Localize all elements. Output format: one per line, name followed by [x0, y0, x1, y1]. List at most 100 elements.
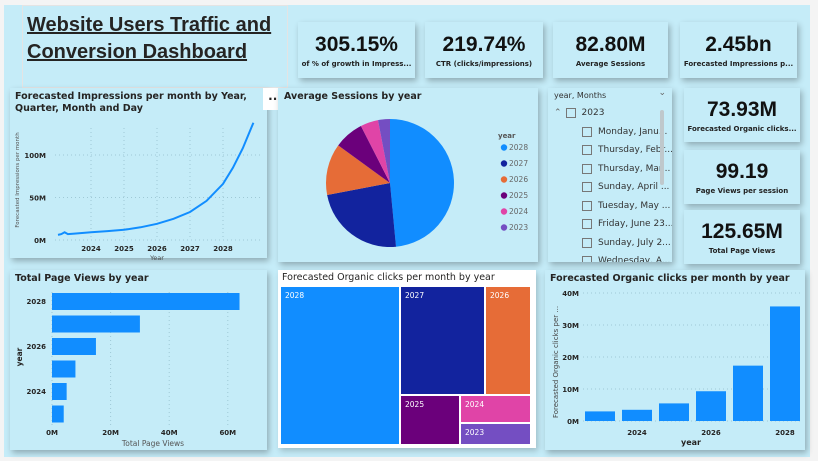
- checkbox[interactable]: [582, 145, 592, 156]
- title-line-1: Website Users Traffic and: [27, 14, 272, 36]
- pie-slice-2025: [338, 125, 390, 183]
- checkbox[interactable]: [582, 126, 592, 137]
- y-axis-title: Forecasted Organic clicks per ...: [552, 306, 560, 418]
- x-tick-label: 2027: [180, 245, 200, 253]
- slicer-item-label: Sunday, April ...: [598, 182, 670, 193]
- x-tick-label: 40M: [161, 429, 178, 437]
- checkbox[interactable]: [582, 200, 592, 211]
- treemap-cell-2023[interactable]: 2023: [460, 423, 531, 445]
- year-months-slicer[interactable]: year, Months ⌄ ⌃ 2023 Monday, Janu... Thurs…: [548, 88, 672, 262]
- bar-2028: [52, 293, 240, 310]
- legend-marker-2025: [500, 192, 508, 199]
- treemap-cell-2028[interactable]: 2028: [280, 286, 400, 445]
- kpi-value: 2.45bn: [705, 32, 772, 56]
- treemap-cell-2025[interactable]: 2025: [400, 395, 460, 445]
- checkbox[interactable]: [582, 237, 592, 248]
- legend-marker-2026: [500, 176, 508, 183]
- x-tick-label: 2028: [775, 429, 795, 437]
- slicer-item[interactable]: Sunday, April ...: [548, 178, 672, 197]
- legend-label: 2026: [509, 175, 528, 184]
- slicer-item-label: Sunday, July 2...: [598, 237, 671, 248]
- sessions-pie-chart[interactable]: Average Sessions by year year 2028 2027 202…: [278, 88, 538, 262]
- treemap-cell-2027[interactable]: 2027: [400, 286, 485, 395]
- bar-2025: [52, 360, 76, 378]
- pie-slice-2023: [378, 119, 390, 183]
- slicer-item[interactable]: Friday, June 23...: [548, 215, 672, 234]
- cell-label: 2028: [285, 291, 305, 300]
- kpi-label: Average Sessions: [575, 59, 646, 68]
- treemap-cell-2024[interactable]: 2024: [460, 395, 531, 423]
- x-tick-label: 2026: [147, 245, 167, 253]
- column-chart-svg: 0M 10M 20M 30M 40M 2024 2026 2028 year Forecasted…: [552, 290, 803, 447]
- kpi-value: 82.80M: [575, 32, 646, 56]
- kpi-card-growth[interactable]: 305.15% of % of growth in Impress...: [298, 22, 415, 78]
- column-2023: [585, 411, 615, 421]
- legend-label: 2023: [509, 223, 528, 232]
- kpi-card-total-page-views[interactable]: 125.65M Total Page Views: [684, 210, 800, 264]
- legend-label: 2025: [509, 191, 528, 200]
- slicer-year-row[interactable]: ⌃ 2023: [548, 104, 672, 123]
- kpi-value: 219.74%: [442, 32, 526, 56]
- kpi-card-page-views-per-session[interactable]: 99.19 Page Views per session: [684, 150, 800, 204]
- bar-2023: [52, 405, 64, 423]
- legend-label: 2028: [509, 143, 528, 152]
- checkbox[interactable]: [582, 163, 592, 174]
- kpi-card-impressions[interactable]: 2.45bn Forecasted Impressions p...: [680, 22, 797, 78]
- slicer-item[interactable]: Sunday, July 2...: [548, 234, 672, 253]
- kpi-card-organic-clicks[interactable]: 73.93M Forecasted Organic clicks...: [684, 88, 800, 142]
- scrollbar[interactable]: [660, 110, 664, 185]
- slicer-item[interactable]: Tuesday, May ...: [548, 197, 672, 216]
- slicer-item[interactable]: Thursday, Mar...: [548, 160, 672, 179]
- checkbox[interactable]: [582, 256, 592, 262]
- legend-marker-2027: [500, 160, 508, 167]
- organic-clicks-treemap[interactable]: Forecasted Organic clicks per month by y…: [278, 270, 536, 448]
- line-chart-svg: 0M 50M 100M 2024 2025 2026 2027 2028 Year Forecas…: [15, 122, 260, 262]
- column-2027: [733, 365, 763, 421]
- chevron-up-icon[interactable]: ⌃: [554, 108, 562, 119]
- pie-slice-2027: [327, 183, 397, 247]
- dashboard-title: Website Users Traffic and Conversion Dash…: [22, 5, 288, 88]
- pie-chart-svg: year 2028 2027 2026 2025 2024 2023: [326, 119, 528, 247]
- cell-label: 2023: [465, 428, 485, 437]
- legend-label: 2027: [509, 159, 528, 168]
- x-axis-title: Year: [149, 254, 164, 262]
- slicer-item[interactable]: Monday, Janu...: [548, 123, 672, 142]
- y-tick-label: 50M: [29, 195, 46, 203]
- impressions-line-chart[interactable]: Forecasted Impressions per month by Year…: [10, 88, 267, 262]
- y-axis-title: year: [15, 347, 24, 366]
- column-2025: [659, 403, 689, 421]
- y-tick-label: 40M: [562, 290, 579, 298]
- pie-slice-2024: [360, 120, 390, 183]
- pie-slice-2026: [326, 145, 390, 195]
- checkbox[interactable]: [582, 219, 592, 230]
- organic-clicks-column-chart[interactable]: Forecasted Organic clicks per month by y…: [545, 270, 805, 450]
- slicer-item-label: Thursday, Febr...: [598, 145, 672, 156]
- cell-label: 2025: [405, 400, 425, 409]
- kpi-card-sessions[interactable]: 82.80M Average Sessions: [553, 22, 668, 78]
- slicer-item-label: Wednesday, A...: [598, 256, 671, 262]
- kpi-value: 73.93M: [706, 97, 778, 121]
- slicer-header: year, Months: [554, 91, 607, 100]
- slicer-item[interactable]: Wednesday, A...: [548, 252, 672, 262]
- x-tick-label: 60M: [219, 429, 236, 437]
- slicer-item-label: Tuesday, May ...: [598, 200, 671, 211]
- chevron-down-icon[interactable]: ⌄: [658, 88, 666, 98]
- chart-title: Forecasted Organic clicks per month by y…: [282, 272, 495, 283]
- y-tick-label: 100M: [24, 152, 46, 160]
- y-tick-label: 20M: [562, 354, 579, 362]
- legend-marker-2028: [500, 144, 508, 151]
- bar-2027: [52, 315, 140, 333]
- chart-title: Forecasted Impressions per month by Year…: [15, 91, 247, 114]
- column-2028: [770, 306, 800, 421]
- kpi-card-ctr[interactable]: 219.74% CTR (clicks/impressions): [425, 22, 543, 78]
- y-tick-label: 2026: [27, 343, 47, 351]
- treemap-cell-2026[interactable]: 2026: [485, 286, 531, 395]
- checkbox[interactable]: [582, 182, 592, 193]
- title-line-2: Conversion Dashboard: [27, 41, 248, 63]
- x-tick-label: 2024: [627, 429, 647, 437]
- checkbox[interactable]: [565, 108, 576, 119]
- impressions-line: [57, 122, 255, 236]
- chart-title: Average Sessions by year: [284, 91, 422, 102]
- page-views-bar-chart[interactable]: Total Page Views by year 0M 20M 40M 60M 2028…: [10, 270, 267, 450]
- slicer-item[interactable]: Thursday, Febr...: [548, 141, 672, 160]
